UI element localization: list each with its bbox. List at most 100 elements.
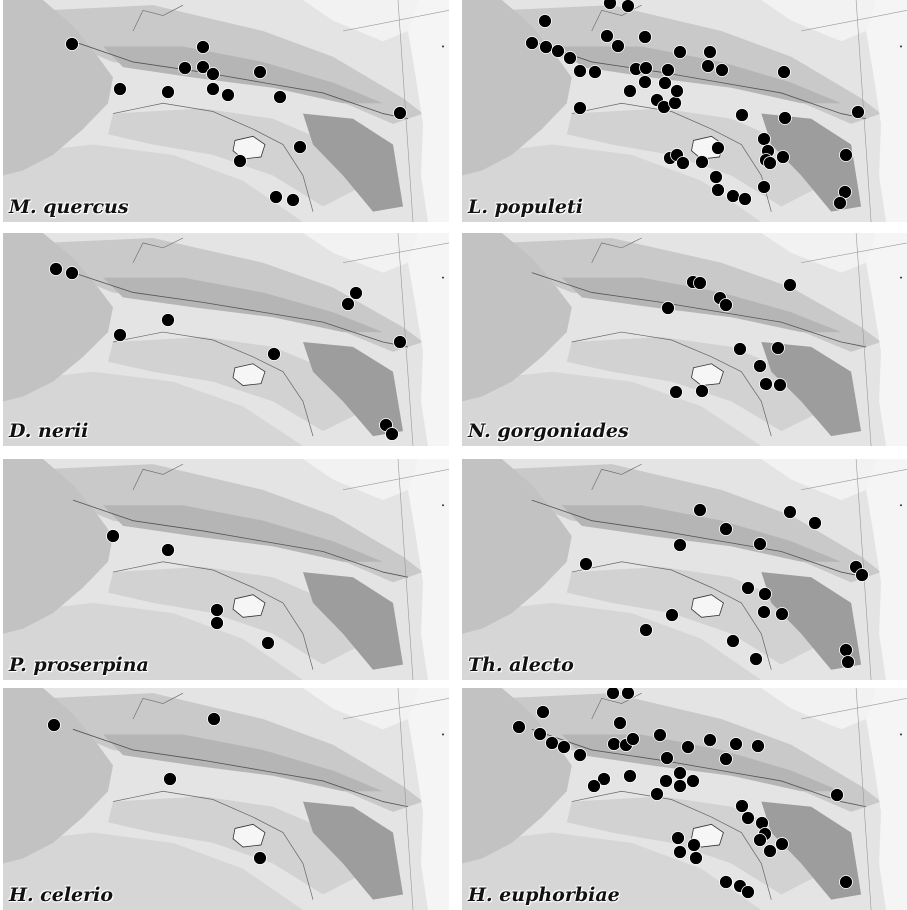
occurrence-point <box>233 154 247 168</box>
occurrence-point <box>639 623 653 637</box>
occurrence-point <box>269 190 283 204</box>
map-canvas <box>3 459 449 680</box>
map-panel-l-populeti: L. populeti <box>462 0 907 222</box>
occurrence-point <box>113 328 127 342</box>
species-label: Th. alecto <box>468 654 574 676</box>
occurrence-point <box>771 341 785 355</box>
occurrence-point <box>512 720 526 734</box>
occurrence-point <box>573 101 587 115</box>
occurrence-point <box>653 728 667 742</box>
occurrence-point <box>557 740 571 754</box>
occurrence-point <box>757 605 771 619</box>
occurrence-point <box>689 851 703 865</box>
occurrence-point <box>758 587 772 601</box>
species-label: H. euphorbiae <box>468 884 620 906</box>
occurrence-point <box>783 278 797 292</box>
occurrence-point <box>539 40 553 54</box>
occurrence-point <box>703 45 717 59</box>
occurrence-point <box>551 44 565 58</box>
map-canvas <box>462 233 907 446</box>
species-label: P. proserpina <box>9 654 149 676</box>
occurrence-point <box>851 105 865 119</box>
occurrence-point <box>673 845 687 859</box>
map-panel-h-celerio: H. celerio <box>3 688 449 910</box>
occurrence-point <box>533 727 547 741</box>
occurrence-point <box>686 774 700 788</box>
occurrence-point <box>776 150 790 164</box>
map-canvas <box>3 233 449 446</box>
occurrence-point <box>729 737 743 751</box>
occurrence-point <box>597 772 611 786</box>
occurrence-point <box>693 276 707 290</box>
occurrence-point <box>49 262 63 276</box>
species-label: L. populeti <box>468 196 583 218</box>
occurrence-point <box>703 733 717 747</box>
occurrence-point <box>661 301 675 315</box>
occurrence-point <box>749 652 763 666</box>
occurrence-point <box>659 774 673 788</box>
occurrence-point <box>206 67 220 81</box>
occurrence-point <box>638 30 652 44</box>
occurrence-point <box>665 608 679 622</box>
occurrence-point <box>587 779 601 793</box>
occurrence-point <box>385 427 399 441</box>
map-canvas <box>462 688 907 910</box>
occurrence-point <box>670 84 684 98</box>
species-label: M. quercus <box>9 196 129 218</box>
occurrence-point <box>830 788 844 802</box>
occurrence-point <box>638 75 652 89</box>
map-canvas <box>3 688 449 910</box>
map-panel-d-nerii: D. nerii <box>3 233 449 446</box>
occurrence-point <box>623 84 637 98</box>
occurrence-point <box>65 266 79 280</box>
occurrence-point <box>623 769 637 783</box>
occurrence-point <box>525 36 539 50</box>
occurrence-point <box>741 581 755 595</box>
occurrence-point <box>573 748 587 762</box>
occurrence-point <box>735 799 749 813</box>
occurrence-point <box>341 297 355 311</box>
occurrence-point <box>673 779 687 793</box>
species-label: N. gorgoniades <box>468 420 629 442</box>
occurrence-point <box>681 740 695 754</box>
occurrence-point <box>206 82 220 96</box>
occurrence-point <box>286 193 300 207</box>
occurrence-point <box>349 286 363 300</box>
occurrence-point <box>741 811 755 825</box>
occurrence-point <box>719 875 733 889</box>
occurrence-point <box>393 335 407 349</box>
occurrence-point <box>253 65 267 79</box>
occurrence-point <box>841 655 855 669</box>
map-canvas <box>3 0 449 222</box>
occurrence-point <box>763 844 777 858</box>
occurrence-point <box>753 833 767 847</box>
occurrence-point <box>661 63 675 77</box>
occurrence-point <box>196 40 210 54</box>
occurrence-point <box>839 643 853 657</box>
occurrence-point <box>588 65 602 79</box>
occurrence-point <box>726 189 740 203</box>
occurrence-point <box>253 851 267 865</box>
occurrence-point <box>693 503 707 517</box>
occurrence-point <box>775 837 789 851</box>
occurrence-point <box>603 0 617 10</box>
occurrence-point <box>207 712 221 726</box>
occurrence-point <box>773 378 787 392</box>
occurrence-point <box>639 61 653 75</box>
occurrence-point <box>711 141 725 155</box>
occurrence-point <box>161 85 175 99</box>
species-label: H. celerio <box>9 884 114 906</box>
species-label: D. nerii <box>9 420 89 442</box>
occurrence-point <box>778 111 792 125</box>
occurrence-point <box>563 51 577 65</box>
occurrence-point <box>273 90 287 104</box>
occurrence-point <box>738 192 752 206</box>
occurrence-point <box>221 88 235 102</box>
occurrence-point <box>607 737 621 751</box>
occurrence-point <box>163 772 177 786</box>
occurrence-point <box>210 603 224 617</box>
occurrence-point <box>695 155 709 169</box>
occurrence-point <box>621 0 635 13</box>
occurrence-point <box>719 752 733 766</box>
occurrence-point <box>775 607 789 621</box>
